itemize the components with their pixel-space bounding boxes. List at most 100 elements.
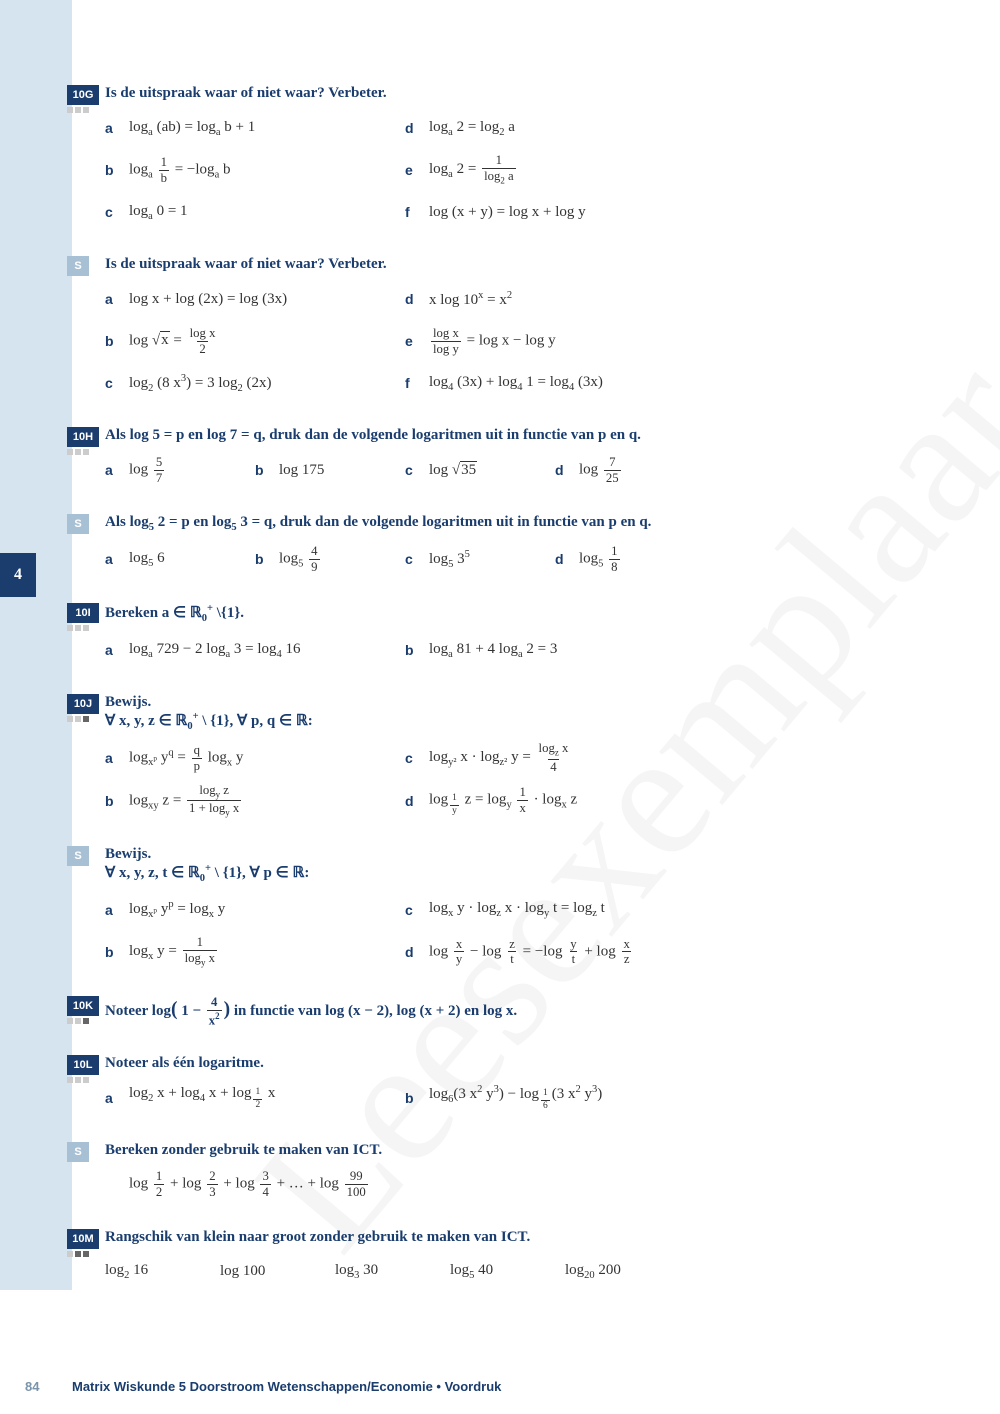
item-letter: e — [405, 333, 429, 349]
item-letter: d — [405, 291, 429, 307]
exercise-label: 10K — [67, 996, 99, 1016]
math-expr: log 12 + log 23 + log 34 + … + log 99100 — [129, 1170, 370, 1199]
exercise-prompt: Bereken a ∈ 0+ \{1}. — [105, 603, 930, 624]
item-letter: f — [405, 375, 429, 391]
item-letter: a — [105, 462, 129, 478]
math-expr: logxp yp = logx y — [129, 899, 225, 920]
math-expr: log xlog y = log x − log y — [429, 327, 556, 356]
item-letter: d — [405, 793, 429, 809]
exercise-prompt: Noteer als één logaritme. — [105, 1055, 930, 1072]
exercise-prompt: Als log 5 = p en log 7 = q, druk dan de … — [105, 427, 930, 444]
item-letter: b — [105, 333, 129, 349]
difficulty-dots — [67, 1077, 89, 1083]
math-expr: loga 2 = 1log2 a — [429, 154, 518, 185]
math-expr: log5 49 — [279, 545, 322, 574]
item-letter: a — [105, 1090, 129, 1106]
math-expr: log (x + y) = log x + log y — [429, 204, 586, 221]
exercise-label: 10L — [67, 1055, 99, 1075]
exercise-prompt: Bereken zonder gebruik te maken van ICT. — [105, 1142, 930, 1159]
item-letter: a — [105, 120, 129, 136]
item-letter: b — [105, 944, 129, 960]
exercise-label-s: S — [67, 256, 89, 276]
difficulty-dots — [67, 1018, 89, 1024]
math-expr: log2 x + log4 x + log12 x — [129, 1085, 275, 1110]
exercise-label-s: S — [67, 514, 89, 534]
page-number: 84 — [25, 1379, 39, 1394]
math-expr: log20 200 — [565, 1262, 621, 1281]
math-expr: logx y · logz x · logy t = logz t — [429, 900, 605, 919]
math-expr: log6(3 x2 y3) − log16(3 x2 y3) — [429, 1084, 602, 1111]
exercise-label-s: S — [67, 1142, 89, 1162]
item-letter: b — [105, 162, 129, 178]
math-expr: loga 81 + 4 loga 2 = 3 — [429, 641, 557, 660]
item-letter: f — [405, 204, 429, 220]
math-expr: log5 6 — [129, 550, 165, 569]
item-letter: a — [105, 750, 129, 766]
math-expr: log1y z = logy 1x · logx z — [429, 786, 577, 816]
item-letter: b — [105, 793, 129, 809]
difficulty-dots — [67, 107, 89, 113]
exercise-10J: 10J Bewijs.∀ x, y, z ∈ 0+ \ {1}, ∀ p, q … — [105, 694, 930, 818]
difficulty-dots — [67, 1251, 89, 1257]
exercise-10H: 10H Als log 5 = p en log 7 = q, druk dan… — [105, 427, 930, 486]
item-letter: d — [555, 462, 579, 478]
exercise-prompt: Bewijs.∀ x, y, z, t ∈ 0+ \ {1}, ∀ p ∈ : — [105, 846, 930, 884]
math-expr: log2 16 — [105, 1262, 148, 1281]
math-expr: loga 0 = 1 — [129, 203, 188, 222]
math-expr: logx y = 1logy x — [129, 936, 219, 967]
item-letter: b — [405, 1090, 429, 1106]
item-letter: d — [405, 944, 429, 960]
math-expr: log 725 — [579, 456, 623, 485]
exercise-S: S Is de uitspraak waar of niet waar? Ver… — [105, 256, 930, 399]
exercise-label: 10M — [67, 1229, 99, 1249]
exercise-prompt: Bewijs.∀ x, y, z ∈ 0+ \ {1}, ∀ p, q ∈ : — [105, 694, 930, 732]
math-expr: loga 2 = log2 a — [429, 119, 515, 138]
difficulty-dots — [67, 449, 89, 455]
item-letter: a — [105, 551, 129, 567]
math-expr: logxy z = logy z1 + logy x — [129, 784, 243, 818]
exercise-label: 10J — [67, 694, 99, 714]
item-letter: e — [405, 162, 429, 178]
math-expr: logxp yq = qp logx y — [129, 744, 243, 773]
item-letter: b — [255, 551, 279, 567]
math-expr: log x + log (2x) = log (3x) — [129, 291, 287, 308]
exercise-10M: 10M Rangschik van klein naar groot zonde… — [105, 1229, 930, 1288]
item-letter: a — [105, 291, 129, 307]
difficulty-dots — [67, 716, 89, 722]
item-letter: a — [105, 902, 129, 918]
exercise-prompt: Is de uitspraak waar of niet waar? Verbe… — [105, 256, 930, 273]
exercise-prompt: Als log5 2 = p en log5 3 = q, druk dan d… — [105, 514, 930, 533]
math-expr: log4 (3x) + log4 1 = log4 (3x) — [429, 374, 603, 393]
exercise-S: S Bereken zonder gebruik te maken van IC… — [105, 1142, 930, 1201]
math-expr: log xy − log zt = −log yt + log xz — [429, 938, 634, 967]
difficulty-dots — [67, 625, 89, 631]
math-expr: log5 18 — [579, 545, 622, 574]
math-expr: logy² x · logz² y = logz x4 — [429, 742, 572, 773]
item-letter: b — [255, 462, 279, 478]
math-expr: log5 40 — [450, 1262, 493, 1281]
exercise-label: 10H — [67, 427, 99, 447]
item-letter: c — [105, 375, 129, 391]
math-expr: x log 10x = x2 — [429, 290, 512, 309]
exercise-label-s: S — [67, 846, 89, 866]
item-letter: c — [405, 750, 429, 766]
exercise-S: S Bewijs.∀ x, y, z, t ∈ 0+ \ {1}, ∀ p ∈ … — [105, 846, 930, 968]
math-expr: log √x = log x2 — [129, 327, 219, 356]
exercise-S: S Als log5 2 = p en log5 3 = q, druk dan… — [105, 514, 930, 575]
math-expr: loga (ab) = loga b + 1 — [129, 119, 255, 138]
math-expr: log 57 — [129, 456, 166, 485]
math-expr: loga 729 − 2 loga 3 = log4 16 — [129, 641, 301, 660]
item-letter: b — [405, 642, 429, 658]
item-letter: c — [405, 551, 429, 567]
exercise-10G: 10G Is de uitspraak waar of niet waar? V… — [105, 85, 930, 228]
exercise-prompt: Rangschik van klein naar groot zonder ge… — [105, 1229, 930, 1246]
math-expr: log 175 — [279, 462, 324, 479]
math-expr: log2 (8 x3) = 3 log2 (2x) — [129, 373, 272, 394]
item-letter: a — [105, 642, 129, 658]
item-letter: d — [405, 120, 429, 136]
exercise-10K: 10K Noteer log( 1 − 4x2) in functie van … — [105, 996, 930, 1027]
math-expr: log3 30 — [335, 1262, 378, 1281]
item-letter: c — [405, 902, 429, 918]
math-expr: log 100 — [220, 1263, 265, 1280]
item-letter: c — [405, 462, 429, 478]
